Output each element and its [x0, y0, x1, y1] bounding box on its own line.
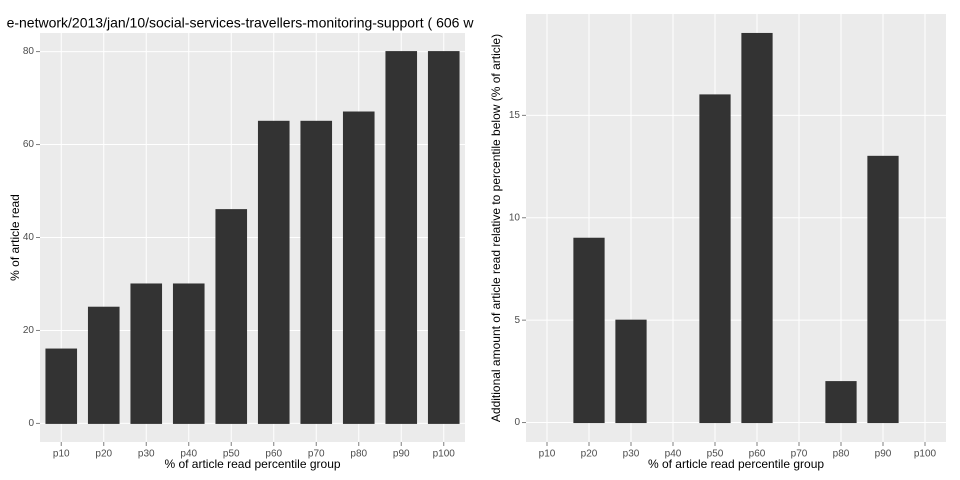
x-tick-label: p100 — [914, 449, 937, 460]
y-axis-title: % of article read — [8, 194, 22, 281]
y-tick-label: 10 — [509, 212, 521, 223]
x-tick-label: p60 — [265, 449, 282, 460]
y-tick-label: 0 — [514, 417, 520, 428]
bar — [867, 155, 899, 424]
bar — [45, 348, 78, 424]
chart: 0 20 40 60 80 p10 p20 p30 p40 p50 p60 p70 p80 p90 p100… — [7, 15, 475, 471]
bar — [385, 51, 418, 424]
bar — [825, 381, 857, 424]
y-tick-label: 20 — [23, 325, 35, 336]
bar — [130, 283, 163, 424]
bar — [257, 120, 290, 424]
x-tick-label: p10 — [539, 449, 556, 460]
chart-title: e-network/2013/jan/10/social-services-tr… — [7, 15, 475, 31]
x-tick-label: p100 — [433, 449, 456, 460]
y-axis-title: Additional amount of article read relati… — [489, 34, 503, 422]
bar — [342, 111, 375, 424]
x-tick-label: p70 — [308, 449, 325, 460]
x-tick-label: p90 — [393, 449, 410, 460]
bar — [427, 51, 460, 424]
bar — [87, 306, 120, 424]
x-tick-label: p80 — [833, 449, 850, 460]
x-tick-label: p20 — [95, 449, 112, 460]
x-tick-label: p50 — [223, 449, 240, 460]
x-tick-label: p50 — [707, 449, 724, 460]
x-tick-label: p90 — [875, 449, 892, 460]
x-tick-label: p60 — [749, 449, 766, 460]
y-tick-label: 15 — [509, 110, 521, 121]
y-tick-label: 80 — [23, 46, 35, 57]
bar — [215, 209, 248, 424]
y-tick-label: 40 — [23, 232, 35, 243]
bar — [741, 32, 773, 424]
x-tick-label: p40 — [180, 449, 197, 460]
bar — [699, 94, 731, 424]
x-tick-label: p30 — [623, 449, 640, 460]
x-tick-label: p40 — [665, 449, 682, 460]
y-tick-label: 0 — [28, 418, 34, 429]
bar — [573, 237, 605, 424]
x-axis-title: % of article read percentile group — [648, 457, 824, 471]
x-axis-title: % of article read percentile group — [164, 457, 340, 471]
x-tick-label: p70 — [791, 449, 808, 460]
y-tick-label: 60 — [23, 139, 35, 150]
bar — [300, 120, 333, 424]
y-tick-label: 5 — [514, 315, 520, 326]
x-tick-label: p30 — [138, 449, 155, 460]
x-tick-label: p20 — [581, 449, 598, 460]
bar — [172, 283, 205, 424]
x-tick-label: p80 — [350, 449, 367, 460]
chart: 0 5 10 15 p10 p20 p30 p40 p50 p60 p70 p80 p90 p100 % o… — [489, 14, 946, 471]
bar — [615, 319, 647, 424]
x-tick-label: p10 — [53, 449, 70, 460]
